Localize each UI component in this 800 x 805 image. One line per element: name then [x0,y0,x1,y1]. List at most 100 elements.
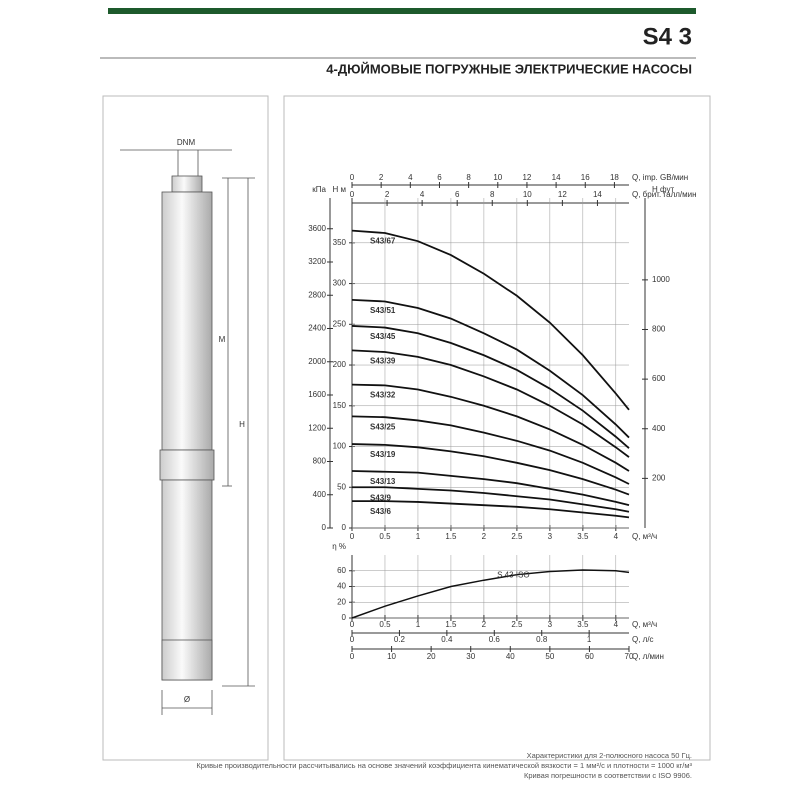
tick-label: 350 [333,238,347,247]
tick-label: 10 [387,652,396,661]
tick-label: 4 [408,173,413,182]
tick-label: 1.5 [445,620,457,629]
curve-label: S43/51 [370,306,396,315]
pump-curve [351,229,630,411]
tick-label: 20 [337,597,346,606]
axis-label: Q, л/с [632,635,654,644]
tick-label: 600 [652,374,666,383]
tick-label: 3.5 [577,620,589,629]
tick-label: 0 [350,173,355,182]
pump-curve [352,500,630,519]
tick-label: 1 [416,532,421,541]
footnote: Кривая погрешности в соответствии с ISO … [524,771,692,780]
curve-label: S43/19 [370,450,396,459]
tick-label: 0 [350,532,355,541]
tick-label: 2.5 [511,620,523,629]
diameter-label: Ø [184,695,190,704]
tick-label: 3200 [308,257,326,266]
tick-label: 4 [614,532,619,541]
tick-label: 18 [610,173,619,182]
axis-label: H м [333,185,347,194]
tick-label: 12 [558,190,567,199]
tick-label: 60 [337,566,346,575]
tick-label: 1600 [308,390,326,399]
tick-label: 14 [593,190,602,199]
dnm-label: DNM [177,138,196,147]
tick-label: 60 [585,652,594,661]
tick-label: 3 [548,532,553,541]
tick-label: 3600 [308,224,326,233]
tick-label: 6 [455,190,460,199]
tick-label: 0 [350,635,355,644]
tick-label: 200 [652,473,666,482]
tick-label: 2800 [308,290,326,299]
tick-label: 2 [379,173,384,182]
tick-label: 50 [337,482,346,491]
curve-label: S43/39 [370,356,396,365]
header-bar [108,8,696,14]
tick-label: 0 [342,613,347,622]
axis-label: Q, л/мин [632,652,664,661]
tick-label: 0 [322,523,327,532]
tick-label: 0.5 [379,532,391,541]
tick-label: 0.2 [394,635,406,644]
footnote: Характеристики для 2-полюсного насоса 50… [527,751,692,760]
pump-curve [351,325,630,449]
curve-label: S43/13 [370,477,396,486]
tick-label: 12 [522,173,531,182]
height-label: H [239,420,245,429]
tick-label: 40 [506,652,515,661]
tick-label: 2400 [308,324,326,333]
pump-curve [351,298,630,439]
efficiency-label: S 43 ISO [497,571,529,580]
axis-label: Q, брит. галл/мин [632,190,697,199]
tick-label: 2 [385,190,390,199]
tick-label: 50 [545,652,554,661]
tick-label: 2 [482,532,487,541]
tick-label: 0 [350,190,355,199]
axis-label: Q, м³/ч [632,532,657,541]
tick-label: 4 [420,190,425,199]
tick-label: 8 [466,173,471,182]
footnote: Кривые производительности рассчитывались… [196,761,692,770]
tick-label: 400 [652,424,666,433]
axis-label: η % [332,542,346,551]
tick-label: 2.5 [511,532,523,541]
tick-label: 10 [523,190,532,199]
tick-label: 1 [587,635,592,644]
title: S4 3 [643,23,692,50]
tick-label: 1 [416,620,421,629]
pump-curve [351,383,630,472]
curve-label: S43/6 [370,507,391,516]
tick-label: 6 [437,173,442,182]
axis-label: Q, imp. GB/мин [632,173,688,182]
pump-curve [351,443,630,496]
tick-label: 1200 [308,423,326,432]
tick-label: 150 [333,401,347,410]
tick-label: 1000 [652,275,670,284]
subtitle: 4-ДЮЙМОВЫЕ ПОГРУЖНЫЕ ЭЛЕКТРИЧЕСКИЕ НАСОС… [326,61,692,76]
tick-label: 2000 [308,357,326,366]
motor-label: M [219,335,226,344]
tick-label: 20 [427,652,436,661]
tick-label: 300 [333,279,347,288]
tick-label: 400 [313,490,327,499]
tick-label: 0.4 [441,635,453,644]
drawing-frame [102,95,269,761]
tick-label: 0 [350,620,355,629]
tick-label: 100 [333,442,347,451]
chart-frame [283,95,711,761]
tick-label: 800 [313,457,327,466]
curve-label: S43/67 [370,237,396,246]
tick-label: 14 [552,173,561,182]
tick-label: 200 [333,360,347,369]
pump-curve [351,415,630,485]
pump-curve [351,470,630,507]
tick-label: 0 [342,523,347,532]
pump-curve [351,349,630,458]
tick-label: 0.8 [536,635,548,644]
pump-curve [352,486,630,513]
tick-label: 1.5 [445,532,457,541]
tick-label: 0 [350,652,355,661]
